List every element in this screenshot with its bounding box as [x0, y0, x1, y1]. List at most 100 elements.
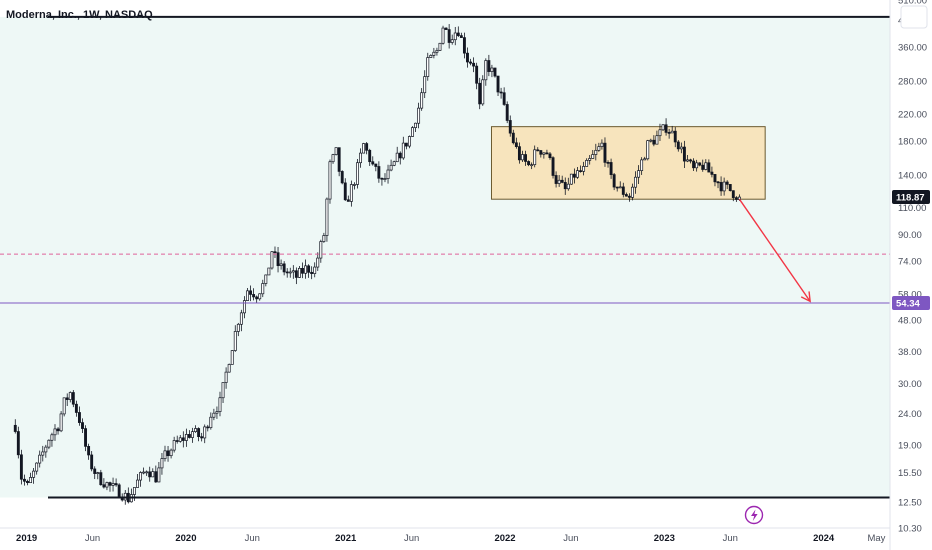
candle	[627, 193, 631, 202]
y-tick-label: 360.00	[898, 43, 927, 54]
candle	[56, 427, 60, 435]
candle	[215, 406, 219, 419]
arrow-head	[800, 291, 811, 303]
candle	[166, 446, 170, 462]
candle	[435, 47, 439, 56]
y-tick-label: 90.00	[898, 230, 922, 241]
y-tick-label: 280.00	[898, 77, 927, 88]
candle	[548, 152, 552, 160]
candle	[701, 159, 705, 172]
candle	[252, 288, 256, 301]
candle	[539, 150, 543, 158]
candle	[38, 450, 42, 468]
candle	[432, 47, 436, 59]
candle	[514, 137, 518, 149]
candle	[689, 158, 692, 164]
candle	[679, 142, 683, 154]
candle	[209, 412, 213, 430]
range-box[interactable]	[490, 126, 766, 200]
candle	[221, 382, 225, 404]
candle	[294, 267, 298, 285]
y-tick-label: 30.00	[898, 379, 922, 390]
candle	[643, 156, 647, 161]
x-tick-label: Jun	[245, 533, 260, 544]
candle	[521, 150, 524, 163]
candle	[307, 264, 311, 278]
candle	[175, 435, 179, 444]
x-tick-label: 2024	[813, 533, 835, 544]
candle	[13, 419, 17, 434]
candle	[524, 150, 527, 166]
candle	[81, 418, 84, 433]
lightning-icon[interactable]	[744, 505, 764, 525]
candle	[569, 173, 573, 185]
candle	[606, 160, 610, 168]
price-axis-bg	[890, 0, 932, 550]
candle	[87, 443, 91, 460]
price-axis[interactable]: 510.00440.00360.00280.00220.00180.00140.…	[889, 0, 932, 550]
candle	[499, 87, 503, 99]
candle	[634, 171, 637, 194]
y-tick-label: 12.50	[898, 497, 922, 508]
candle	[154, 465, 158, 483]
candle	[249, 285, 252, 302]
y-tick-label: 48.00	[898, 315, 922, 326]
candle	[649, 138, 653, 143]
x-tick-label: 2023	[654, 533, 675, 544]
y-tick-label: 180.00	[898, 136, 927, 147]
candle	[389, 159, 393, 172]
candle	[572, 168, 576, 184]
x-tick-label: 2020	[175, 533, 196, 544]
candle	[423, 70, 427, 99]
x-tick-label: Jun	[404, 533, 419, 544]
candle	[84, 425, 88, 452]
candle	[276, 247, 280, 273]
candle	[114, 478, 118, 487]
candle	[551, 156, 555, 179]
candle	[655, 130, 659, 145]
candle	[371, 156, 375, 166]
candle	[658, 123, 662, 142]
candle	[398, 151, 402, 165]
horizontal-levels[interactable]	[0, 15, 932, 499]
candle	[377, 161, 381, 183]
candle	[640, 157, 644, 175]
projection-arrow[interactable]	[738, 198, 811, 303]
candle	[47, 439, 51, 450]
candle	[227, 363, 231, 373]
candle	[41, 445, 45, 462]
candle	[704, 159, 708, 171]
candle	[322, 232, 326, 243]
candle	[597, 142, 601, 152]
candle	[301, 262, 304, 279]
candle	[725, 180, 729, 190]
candle	[22, 474, 26, 486]
candle	[50, 432, 54, 447]
candle	[478, 77, 482, 110]
candle	[579, 165, 582, 173]
candle	[631, 183, 634, 201]
candle	[181, 431, 185, 448]
candle	[722, 177, 726, 196]
candle	[453, 26, 457, 46]
candle	[502, 87, 506, 106]
candle	[65, 393, 69, 407]
candle	[59, 411, 63, 433]
candle	[511, 129, 515, 145]
candle	[346, 195, 350, 202]
candle	[35, 462, 39, 475]
candle	[236, 322, 240, 337]
target-price-badge: 54.34	[892, 295, 930, 310]
time-axis[interactable]: 2019 Jun 2020 Jun 2021 Jun 2022 Jun 2023 Jun 2024 M…	[0, 527, 890, 544]
candle	[563, 177, 567, 195]
x-tick-label: May	[867, 533, 885, 544]
candle	[719, 176, 723, 196]
candle	[420, 88, 424, 111]
candle	[242, 296, 246, 319]
candle	[407, 135, 411, 149]
candle	[163, 445, 167, 462]
candle	[96, 471, 100, 480]
settings-button[interactable]	[900, 5, 928, 29]
candle	[557, 175, 561, 187]
